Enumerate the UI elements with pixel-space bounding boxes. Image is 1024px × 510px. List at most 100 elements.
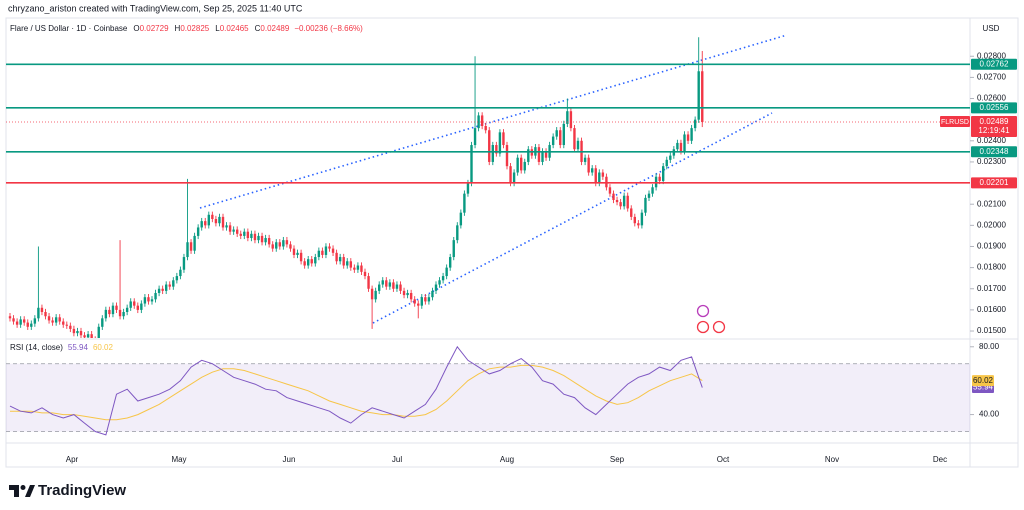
candle-body: [502, 132, 505, 146]
level-box: [971, 102, 1017, 114]
attribution: chryzano_ariston created with TradingVie…: [8, 3, 303, 13]
candle-body: [693, 119, 697, 129]
level-label: 0.02762: [980, 59, 1009, 68]
candle-body: [236, 229, 239, 234]
candle-body: [179, 269, 182, 277]
candle-body: [452, 240, 455, 258]
rsi-band: [6, 363, 970, 432]
candle-body: [30, 323, 33, 327]
candle-body: [559, 130, 562, 146]
candle-body: [243, 231, 246, 236]
x-tick-label: Nov: [825, 455, 839, 464]
x-tick-label: Jun: [283, 455, 296, 464]
level-box: [971, 146, 1017, 158]
candle-body: [193, 235, 196, 251]
candle-body: [605, 176, 608, 188]
candle-body: [459, 212, 463, 226]
frame: [5, 17, 1019, 468]
candle-body: [651, 187, 654, 194]
candle-body: [97, 326, 100, 338]
candle-body: [562, 123, 565, 146]
candle-body: [516, 157, 519, 173]
x-tick-label: May: [171, 455, 186, 464]
candle-body: [122, 312, 125, 317]
candle-body: [314, 257, 317, 264]
level-label: 0.02201: [980, 178, 1009, 187]
candle-body: [204, 221, 207, 226]
candle-body: [665, 159, 668, 167]
level-label: 0.02556: [980, 103, 1009, 112]
candle-body: [619, 202, 622, 207]
candle-body: [484, 126, 487, 131]
candle-body: [47, 316, 51, 321]
candle-body: [367, 276, 370, 289]
candle-body: [86, 334, 90, 338]
candle-body: [591, 168, 594, 173]
candle-body: [608, 187, 612, 194]
brand-logo: TradingView: [9, 482, 126, 499]
brand: TradingView: [38, 482, 126, 499]
candle-body: [58, 317, 61, 322]
candle-body: [26, 322, 29, 327]
candle-body: [626, 195, 629, 209]
candle-body: [218, 216, 221, 224]
candle-body: [157, 288, 161, 293]
ohlc-key: L: [215, 24, 220, 33]
candle-body: [683, 134, 686, 152]
candle-body: [40, 307, 44, 313]
candle-body: [381, 280, 384, 285]
candle-body: [544, 151, 548, 158]
candle-body: [537, 147, 541, 162]
candle-body: [65, 324, 68, 326]
candle-body: [512, 172, 516, 184]
y-tick-label: 0.01900: [977, 242, 1006, 251]
candle-body: [129, 301, 132, 308]
level-box: [971, 58, 1017, 70]
candle-body: [101, 318, 104, 327]
candle-body: [19, 319, 22, 325]
candle-body: [140, 303, 143, 310]
candle-body: [658, 176, 661, 181]
last-price: 0.02489: [980, 117, 1009, 126]
candle-body: [413, 299, 416, 304]
symbol: Flare / US Dollar · 1D · Coinbase: [10, 24, 128, 33]
y-tick-label: 0.02000: [977, 220, 1006, 229]
rsi-value: 60.02: [93, 343, 114, 352]
candle-body: [285, 240, 289, 245]
rsi-title: RSI (14, close): [10, 343, 63, 352]
candle-body: [257, 235, 260, 241]
candle-body: [385, 280, 388, 287]
rsi-pane: [6, 345, 970, 436]
candle-body: [125, 307, 129, 313]
candle-body: [477, 115, 480, 129]
candle-body: [679, 142, 683, 152]
candle-body: [392, 282, 395, 289]
candle-body: [189, 242, 193, 251]
candle-body: [37, 307, 40, 319]
candle-body: [583, 157, 587, 162]
rsi-value-label: 55.94: [973, 383, 994, 392]
candle-body: [356, 265, 360, 270]
candle-body: [509, 166, 512, 184]
candle-body: [676, 142, 679, 150]
candle-body: [196, 227, 200, 236]
candle-body: [207, 214, 210, 226]
candle-body: [573, 128, 576, 150]
ohlc-value: 0.02489: [260, 24, 289, 33]
candle-body: [527, 149, 530, 162]
candle-body: [587, 157, 590, 173]
event-icons: [696, 304, 726, 334]
candle-body: [282, 240, 285, 247]
level-label: 0.02348: [980, 147, 1009, 156]
candle-body: [612, 193, 615, 200]
candle-body: [449, 257, 452, 268]
candle-body: [8, 316, 12, 319]
candle-body: [104, 309, 108, 319]
candle-body: [523, 161, 526, 171]
y-tick-label: 0.02100: [977, 199, 1006, 208]
candle-body: [434, 284, 438, 291]
candle-body: [701, 71, 704, 122]
price-pane: [6, 34, 970, 338]
candle-body: [62, 321, 65, 325]
